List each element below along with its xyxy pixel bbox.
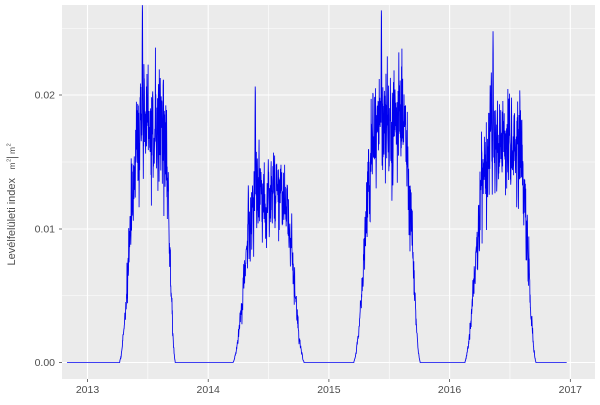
svg-text:2017: 2017 bbox=[559, 384, 583, 396]
svg-text:2: 2 bbox=[6, 159, 12, 162]
svg-text:2013: 2013 bbox=[76, 384, 100, 396]
svg-text:2016: 2016 bbox=[438, 384, 462, 396]
svg-text:0.02: 0.02 bbox=[35, 90, 56, 102]
svg-text:m: m bbox=[7, 147, 17, 154]
svg-text:0.00: 0.00 bbox=[35, 357, 56, 369]
svg-text:Levélfelületi index: Levélfelületi index bbox=[6, 178, 18, 266]
svg-text:m: m bbox=[7, 162, 17, 169]
svg-text:0.01: 0.01 bbox=[35, 224, 56, 236]
svg-text:2014: 2014 bbox=[197, 384, 221, 396]
svg-text:2: 2 bbox=[6, 143, 12, 146]
svg-text:2015: 2015 bbox=[317, 384, 341, 396]
